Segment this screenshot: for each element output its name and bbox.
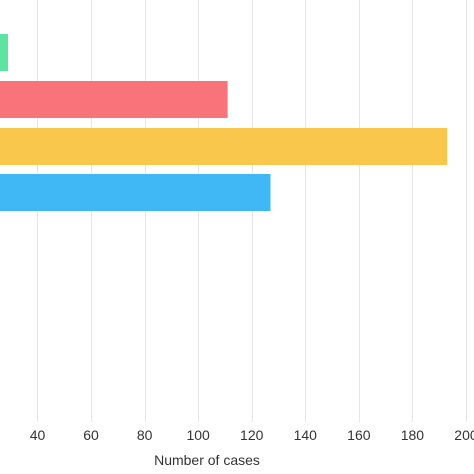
x-tick-label: 140	[294, 427, 318, 443]
x-tick-label: 120	[240, 427, 264, 443]
x-axis-title: Number of cases	[154, 452, 260, 468]
bars	[0, 34, 448, 211]
bar-2	[0, 81, 228, 118]
x-tick-label: 200	[454, 427, 474, 443]
bar-4	[0, 174, 271, 211]
bar-3	[0, 128, 448, 165]
x-tick-label: 60	[83, 427, 99, 443]
x-tick-label: 160	[347, 427, 371, 443]
bar-1	[0, 34, 9, 71]
x-tick-label: 100	[186, 427, 210, 443]
x-axis-ticks: 40 60 80 100 120 140 160 180 200	[30, 427, 474, 443]
x-tick-label: 80	[137, 427, 153, 443]
x-tick-label: 180	[401, 427, 425, 443]
x-tick-label: 40	[30, 427, 46, 443]
